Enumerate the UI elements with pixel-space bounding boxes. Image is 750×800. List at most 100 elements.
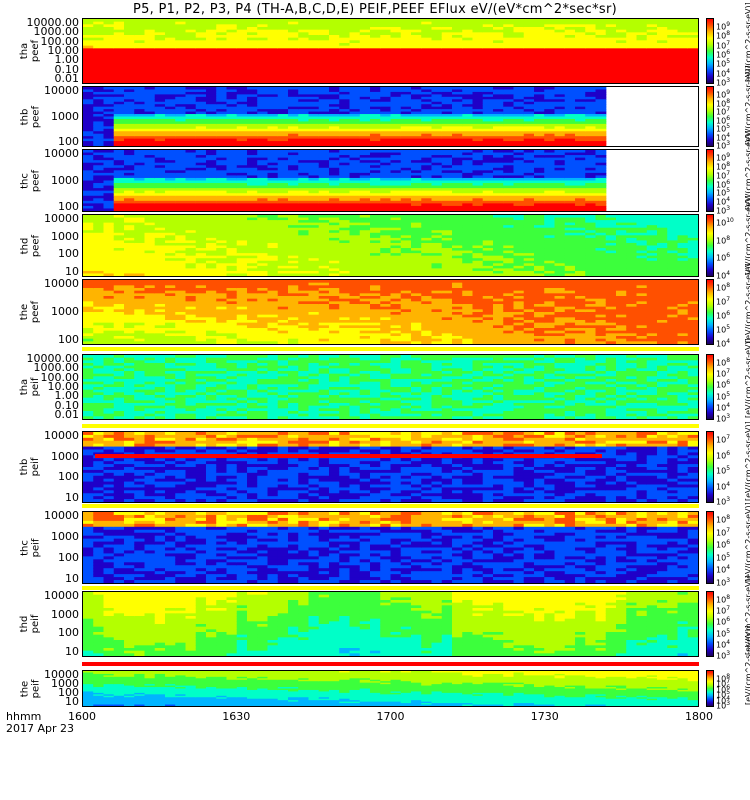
heatmap-cell (318, 185, 330, 189)
heatmap-cell (411, 230, 422, 234)
heatmap-cell (472, 217, 484, 221)
heatmap-cell (544, 118, 556, 123)
heatmap-cell (534, 220, 545, 224)
heatmap-cell (421, 248, 433, 252)
heatmap-cell (677, 35, 689, 39)
heatmap-cell (595, 94, 607, 98)
heatmap-cell (154, 237, 166, 242)
heatmap-cell (134, 170, 146, 174)
heatmap-cell (657, 69, 668, 73)
heatmap-cell (523, 131, 535, 135)
heatmap-cell (493, 96, 504, 100)
heatmap-cell (564, 106, 576, 110)
heatmap-cell (93, 37, 105, 41)
heatmap-cell (298, 177, 310, 182)
heatmap-cell (226, 91, 238, 95)
heatmap-cell (462, 268, 474, 272)
heatmap-cell (493, 67, 504, 71)
heatmap-cell (206, 67, 217, 71)
heatmap-cell (124, 123, 135, 127)
heatmap-cell (493, 242, 504, 247)
heatmap-cell (380, 240, 392, 244)
heatmap-cell (626, 40, 638, 44)
heatmap-cell (216, 89, 228, 93)
heatmap-cell (503, 217, 515, 221)
heatmap-cell (482, 111, 494, 115)
heatmap-cell (298, 101, 310, 105)
heatmap-cell (226, 220, 238, 224)
heatmap-cell (288, 180, 299, 184)
heatmap-cell (144, 67, 156, 71)
heatmap-cell (575, 180, 586, 184)
heatmap-cell (288, 35, 299, 39)
heatmap-cell (400, 51, 412, 55)
heatmap-cell (226, 138, 238, 142)
heatmap-cell (329, 123, 340, 127)
heatmap-cell (400, 45, 412, 49)
heatmap-cell (329, 227, 340, 231)
heatmap-cell (267, 136, 279, 140)
heatmap-cell (339, 67, 351, 71)
heatmap-cell (144, 101, 156, 105)
heatmap-cell (103, 72, 115, 76)
heatmap-cell (206, 237, 217, 242)
heatmap-cell (400, 155, 412, 159)
heatmap-cell (616, 40, 627, 44)
heatmap-cell (165, 37, 176, 41)
heatmap-cell (667, 75, 679, 79)
heatmap-cell (359, 185, 371, 189)
heatmap-cell (411, 255, 422, 259)
heatmap-cell (554, 205, 566, 210)
heatmap-cell (134, 131, 146, 135)
heatmap-cell (216, 121, 228, 125)
heatmap-cell (277, 260, 289, 264)
heatmap-cell (431, 263, 443, 267)
heatmap-cell (431, 138, 443, 142)
heatmap-cell (523, 136, 535, 140)
heatmap-cell (441, 227, 453, 231)
heatmap-cell (503, 183, 515, 187)
heatmap-cell (472, 114, 484, 118)
heatmap-cell (113, 185, 125, 189)
heatmap-cell (124, 56, 135, 60)
heatmap-cell (175, 232, 187, 236)
heatmap-cell (124, 109, 135, 113)
heatmap-cell (359, 51, 371, 55)
heatmap-cell (554, 56, 566, 60)
heatmap-cell (277, 61, 289, 65)
heatmap-cell (472, 232, 484, 236)
heatmap-cell (411, 240, 422, 244)
heatmap-cell (544, 152, 556, 156)
heatmap-cell (482, 237, 494, 242)
heatmap-cell (318, 53, 330, 57)
heatmap-cell (308, 222, 320, 226)
heatmap-cell (103, 40, 115, 44)
heatmap-cell (134, 80, 146, 83)
heatmap-cell (359, 167, 371, 171)
heatmap-cell (134, 118, 146, 123)
heatmap-cell (298, 61, 310, 65)
heatmap-cell (390, 43, 402, 47)
heatmap-cell (472, 121, 484, 125)
heatmap-cell (165, 114, 176, 118)
heatmap-cell (247, 177, 258, 182)
heatmap-cell (400, 128, 412, 132)
heatmap-cell (503, 19, 515, 23)
heatmap-cell (646, 61, 658, 65)
heatmap-cell (605, 19, 617, 23)
heatmap-cell (513, 208, 525, 211)
heatmap-cell (575, 27, 586, 31)
heatmap-cell (472, 162, 484, 166)
heatmap-cell (595, 188, 607, 192)
heatmap-cell (154, 128, 166, 132)
heatmap-cell (472, 27, 484, 31)
heatmap-cell (626, 72, 638, 76)
heatmap-cell (206, 185, 217, 189)
heatmap-cell (185, 131, 197, 135)
heatmap-cell (493, 273, 504, 276)
heatmap-cell (124, 27, 135, 31)
heatmap-cell (636, 69, 648, 73)
heatmap-cell (298, 205, 310, 210)
heatmap-cell (523, 227, 535, 231)
heatmap-cell (452, 128, 463, 132)
